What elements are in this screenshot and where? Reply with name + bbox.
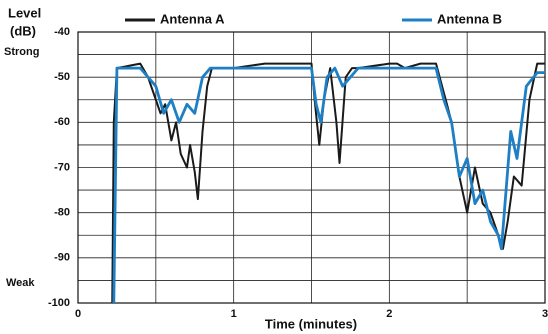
y-tick-label: -40 <box>54 26 70 38</box>
x-axis-label: Time (minutes) <box>265 316 357 331</box>
y-label-line: (dB) <box>10 23 36 38</box>
plot-frame <box>77 31 546 304</box>
y-top-note: Strong <box>4 46 39 58</box>
y-tick-label: -60 <box>54 116 70 128</box>
x-tick-label: 0 <box>75 308 81 320</box>
y-bottom-note: Weak <box>6 277 35 289</box>
x-tick-label: 2 <box>386 308 392 320</box>
legend-label: Antenna B <box>437 11 502 26</box>
y-tick-label: -80 <box>54 207 70 219</box>
y-tick-label: -50 <box>54 71 70 83</box>
legend-label: Antenna A <box>160 11 225 26</box>
series-line <box>112 66 545 304</box>
y-label-line: Level <box>8 5 41 20</box>
x-tick-label: 1 <box>231 308 237 320</box>
y-tick-label: -100 <box>48 297 70 309</box>
y-tick-label: -70 <box>54 161 70 173</box>
y-tick-label: -90 <box>54 252 70 264</box>
x-tick-label: 3 <box>542 308 548 320</box>
